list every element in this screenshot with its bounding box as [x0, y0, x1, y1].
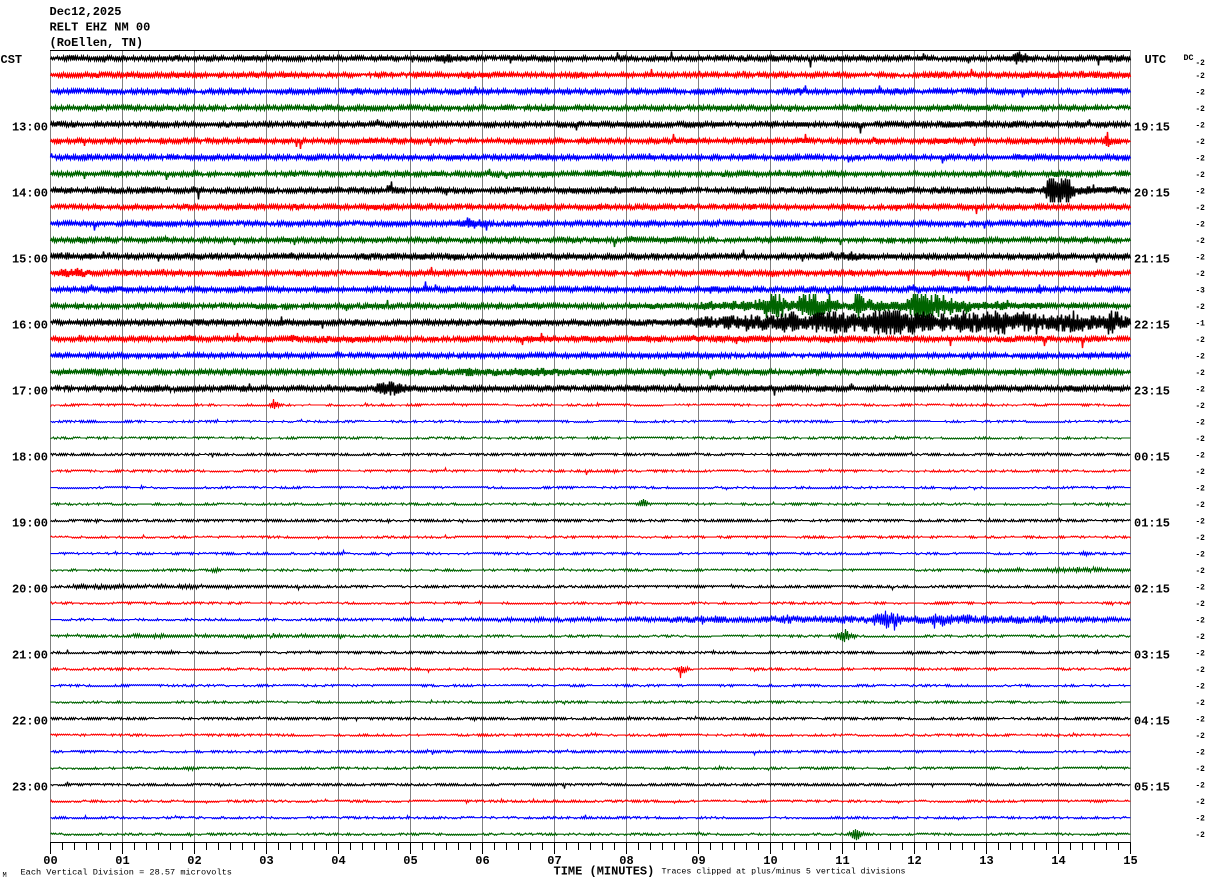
svg-text:07: 07 — [547, 854, 561, 868]
svg-text:-2: -2 — [1196, 601, 1206, 609]
svg-text:UTC: UTC — [1145, 53, 1167, 67]
svg-text:05:15: 05:15 — [1134, 781, 1170, 795]
svg-text:-2: -2 — [1196, 304, 1206, 312]
svg-text:00: 00 — [43, 854, 57, 868]
svg-text:01:15: 01:15 — [1134, 517, 1170, 531]
svg-text:-2: -2 — [1196, 452, 1206, 460]
svg-text:-2: -2 — [1196, 73, 1206, 81]
svg-text:-2: -2 — [1196, 370, 1206, 378]
svg-text:-2: -2 — [1196, 651, 1206, 659]
svg-text:-3: -3 — [1196, 287, 1206, 295]
svg-text:02:15: 02:15 — [1134, 583, 1170, 597]
svg-text:-2: -2 — [1196, 271, 1206, 279]
svg-text:04: 04 — [331, 854, 345, 868]
svg-text:-2: -2 — [1196, 733, 1206, 741]
svg-text:-2: -2 — [1196, 353, 1206, 361]
svg-text:-2: -2 — [1196, 518, 1206, 526]
svg-text:-2: -2 — [1196, 700, 1206, 708]
svg-text:-2: -2 — [1196, 766, 1206, 774]
svg-text:-2: -2 — [1196, 89, 1206, 97]
svg-text:-2: -2 — [1196, 750, 1206, 758]
svg-text:CST: CST — [1, 53, 23, 67]
svg-text:-2: -2 — [1196, 551, 1206, 559]
svg-text:-2: -2 — [1196, 684, 1206, 692]
svg-text:12: 12 — [907, 854, 921, 868]
svg-text:08: 08 — [619, 854, 633, 868]
svg-text:20:00: 20:00 — [12, 583, 48, 597]
svg-text:04:15: 04:15 — [1134, 715, 1170, 729]
svg-text:15:00: 15:00 — [12, 252, 48, 266]
svg-text:16:00: 16:00 — [12, 318, 48, 332]
svg-text:-2: -2 — [1196, 783, 1206, 791]
svg-text:10: 10 — [763, 854, 777, 868]
svg-text:RELT EHZ NM 00: RELT EHZ NM 00 — [50, 21, 151, 35]
svg-text:06: 06 — [475, 854, 489, 868]
svg-text:03:15: 03:15 — [1134, 649, 1170, 663]
svg-text:-2: -2 — [1196, 832, 1206, 840]
svg-text:-2: -2 — [1196, 634, 1206, 642]
svg-text:TIME (MINUTES): TIME (MINUTES) — [554, 865, 655, 879]
svg-text:23:00: 23:00 — [12, 781, 48, 795]
svg-text:19:15: 19:15 — [1134, 120, 1170, 134]
svg-text:Each Vertical Division = 28.5: Each Vertical Division = 28.57 microvolt… — [21, 868, 232, 878]
svg-text:22:00: 22:00 — [12, 715, 48, 729]
svg-text:-2: -2 — [1196, 172, 1206, 180]
svg-text:-2: -2 — [1196, 469, 1206, 477]
svg-text:-2: -2 — [1196, 139, 1206, 147]
svg-text:-2: -2 — [1196, 717, 1206, 725]
svg-text:17:00: 17:00 — [12, 385, 48, 399]
svg-text:13: 13 — [979, 854, 993, 868]
svg-text:-2: -2 — [1196, 816, 1206, 824]
svg-text:14: 14 — [1051, 854, 1065, 868]
svg-text:21:00: 21:00 — [12, 649, 48, 663]
svg-text:(RoEllen, TN): (RoEllen, TN) — [50, 36, 144, 50]
svg-text:21:15: 21:15 — [1134, 252, 1170, 266]
svg-text:-2: -2 — [1196, 485, 1206, 493]
svg-text:-2: -2 — [1196, 238, 1206, 246]
svg-text:01: 01 — [115, 854, 129, 868]
svg-text:-2: -2 — [1196, 60, 1206, 68]
svg-text:-2: -2 — [1196, 436, 1206, 444]
svg-text:-2: -2 — [1196, 568, 1206, 576]
svg-text:-2: -2 — [1196, 221, 1206, 229]
svg-text:-2: -2 — [1196, 122, 1206, 130]
svg-text:15: 15 — [1123, 854, 1137, 868]
svg-text:Traces clipped at plus/minus 5: Traces clipped at plus/minus 5 vertical … — [662, 867, 906, 877]
svg-text:Dec12,2025: Dec12,2025 — [50, 5, 122, 19]
svg-text:-2: -2 — [1196, 386, 1206, 394]
svg-text:22:15: 22:15 — [1134, 318, 1170, 332]
svg-text:20:15: 20:15 — [1134, 186, 1170, 200]
svg-text:M: M — [3, 872, 7, 880]
svg-text:-2: -2 — [1196, 188, 1206, 196]
svg-text:-2: -2 — [1196, 205, 1206, 213]
svg-text:-2: -2 — [1196, 106, 1206, 114]
svg-text:09: 09 — [691, 854, 705, 868]
svg-text:-2: -2 — [1196, 502, 1206, 510]
svg-text:18:00: 18:00 — [12, 451, 48, 465]
svg-text:-2: -2 — [1196, 403, 1206, 411]
svg-text:05: 05 — [403, 854, 417, 868]
svg-text:-2: -2 — [1196, 419, 1206, 427]
svg-text:-2: -2 — [1196, 155, 1206, 163]
svg-text:-2: -2 — [1196, 584, 1206, 592]
svg-text:-2: -2 — [1196, 254, 1206, 262]
svg-text:00:15: 00:15 — [1134, 451, 1170, 465]
svg-text:03: 03 — [259, 854, 273, 868]
svg-text:13:00: 13:00 — [12, 120, 48, 134]
svg-text:-2: -2 — [1196, 799, 1206, 807]
svg-text:-2: -2 — [1196, 667, 1206, 675]
svg-text:-2: -2 — [1196, 618, 1206, 626]
svg-text:02: 02 — [187, 854, 201, 868]
svg-text:23:15: 23:15 — [1134, 385, 1170, 399]
svg-text:-1: -1 — [1196, 320, 1206, 328]
svg-text:19:00: 19:00 — [12, 517, 48, 531]
svg-text:-2: -2 — [1196, 535, 1206, 543]
svg-text:-2: -2 — [1196, 337, 1206, 345]
svg-text:11: 11 — [835, 854, 849, 868]
svg-text:14:00: 14:00 — [12, 186, 48, 200]
svg-text:DC: DC — [1184, 54, 1194, 63]
